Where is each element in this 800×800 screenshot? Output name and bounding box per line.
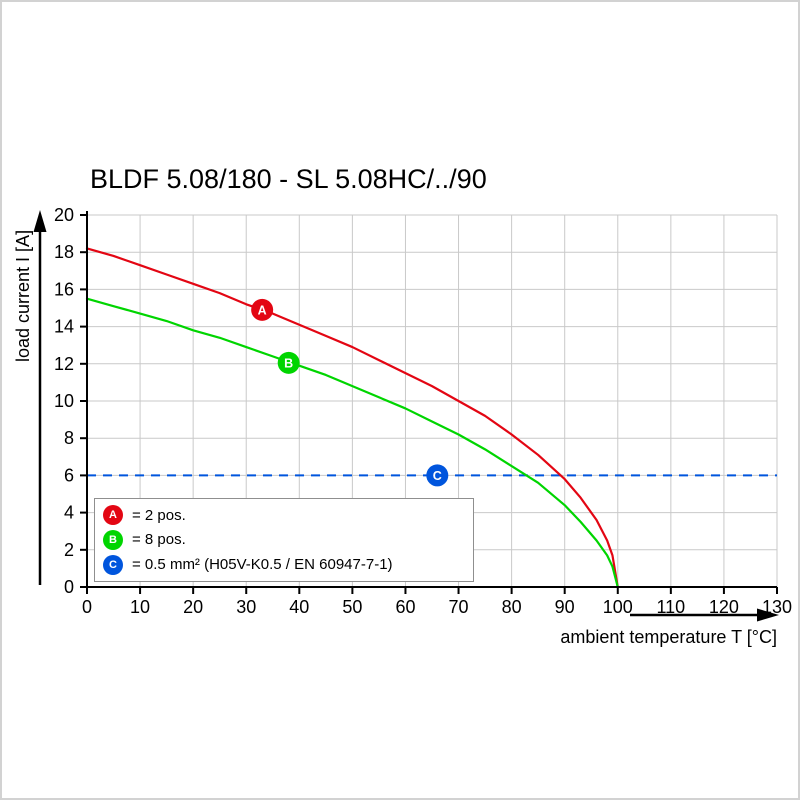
- legend-item-c: C = 0.5 mm² (H05V-K0.5 / EN 60947-7-1): [103, 554, 465, 575]
- marker-B-letter: B: [284, 356, 293, 370]
- marker-A-icon: [251, 298, 274, 321]
- x-tick-label: 70: [449, 597, 469, 617]
- legend-item-b: B = 8 pos.: [103, 529, 465, 550]
- y-tick-label: 12: [54, 354, 74, 374]
- x-tick-label: 10: [130, 597, 150, 617]
- x-tick-label: 100: [603, 597, 633, 617]
- y-tick-label: 16: [54, 279, 74, 299]
- x-tick-label: 40: [289, 597, 309, 617]
- x-tick-label: 120: [709, 597, 739, 617]
- x-tick-label: 130: [762, 597, 792, 617]
- y-tick-label: 20: [54, 205, 74, 225]
- legend-label-a: = 2 pos.: [132, 506, 186, 524]
- y-tick-label: 4: [64, 503, 74, 523]
- chart-legend: A = 2 pos. B = 8 pos. C = 0.5 mm² (H05V-…: [94, 498, 474, 582]
- legend-marker-a-letter: A: [109, 509, 117, 522]
- curve-B: [85, 297, 619, 589]
- x-tick-label: 50: [342, 597, 362, 617]
- x-tick-label: 20: [183, 597, 203, 617]
- y-tick-label: 14: [54, 317, 74, 337]
- y-axis-arrow-icon: [33, 210, 47, 232]
- y-tick-label: 0: [64, 577, 74, 597]
- legend-marker-c-letter: C: [109, 558, 117, 571]
- x-axis-label: ambient temperature T [°C]: [560, 627, 777, 647]
- legend-marker-a-icon: A: [103, 505, 123, 526]
- legend-item-a: A = 2 pos.: [103, 505, 465, 526]
- y-tick-label: 10: [54, 391, 74, 411]
- y-tick-label: 2: [64, 540, 74, 560]
- x-tick-label: 80: [502, 597, 522, 617]
- legend-marker-c-icon: C: [103, 554, 123, 575]
- legend-label-c: = 0.5 mm² (H05V-K0.5 / EN 60947-7-1): [132, 556, 393, 574]
- legend-marker-b-icon: B: [103, 529, 123, 550]
- marker-C-letter: C: [433, 469, 442, 483]
- x-tick-label: 60: [395, 597, 415, 617]
- legend-label-b: = 8 pos.: [132, 531, 186, 549]
- y-tick-label: 8: [64, 428, 74, 448]
- marker-B-icon: [277, 351, 300, 374]
- x-tick-label: 90: [555, 597, 575, 617]
- legend-marker-b-letter: B: [109, 533, 117, 546]
- x-tick-label: 30: [236, 597, 256, 617]
- y-tick-label: 6: [64, 465, 74, 485]
- x-tick-label: 110: [656, 597, 685, 617]
- x-tick-label: 0: [82, 597, 92, 617]
- y-tick-label: 18: [54, 242, 74, 262]
- curve-A: [85, 247, 619, 589]
- y-axis-label: load current I [A]: [13, 230, 33, 362]
- x-axis-arrow-icon: [757, 608, 779, 622]
- marker-A-letter: A: [258, 303, 267, 317]
- marker-C-icon: [426, 464, 449, 487]
- chart-title: BLDF 5.08/180 - SL 5.08HC/../90: [90, 164, 487, 194]
